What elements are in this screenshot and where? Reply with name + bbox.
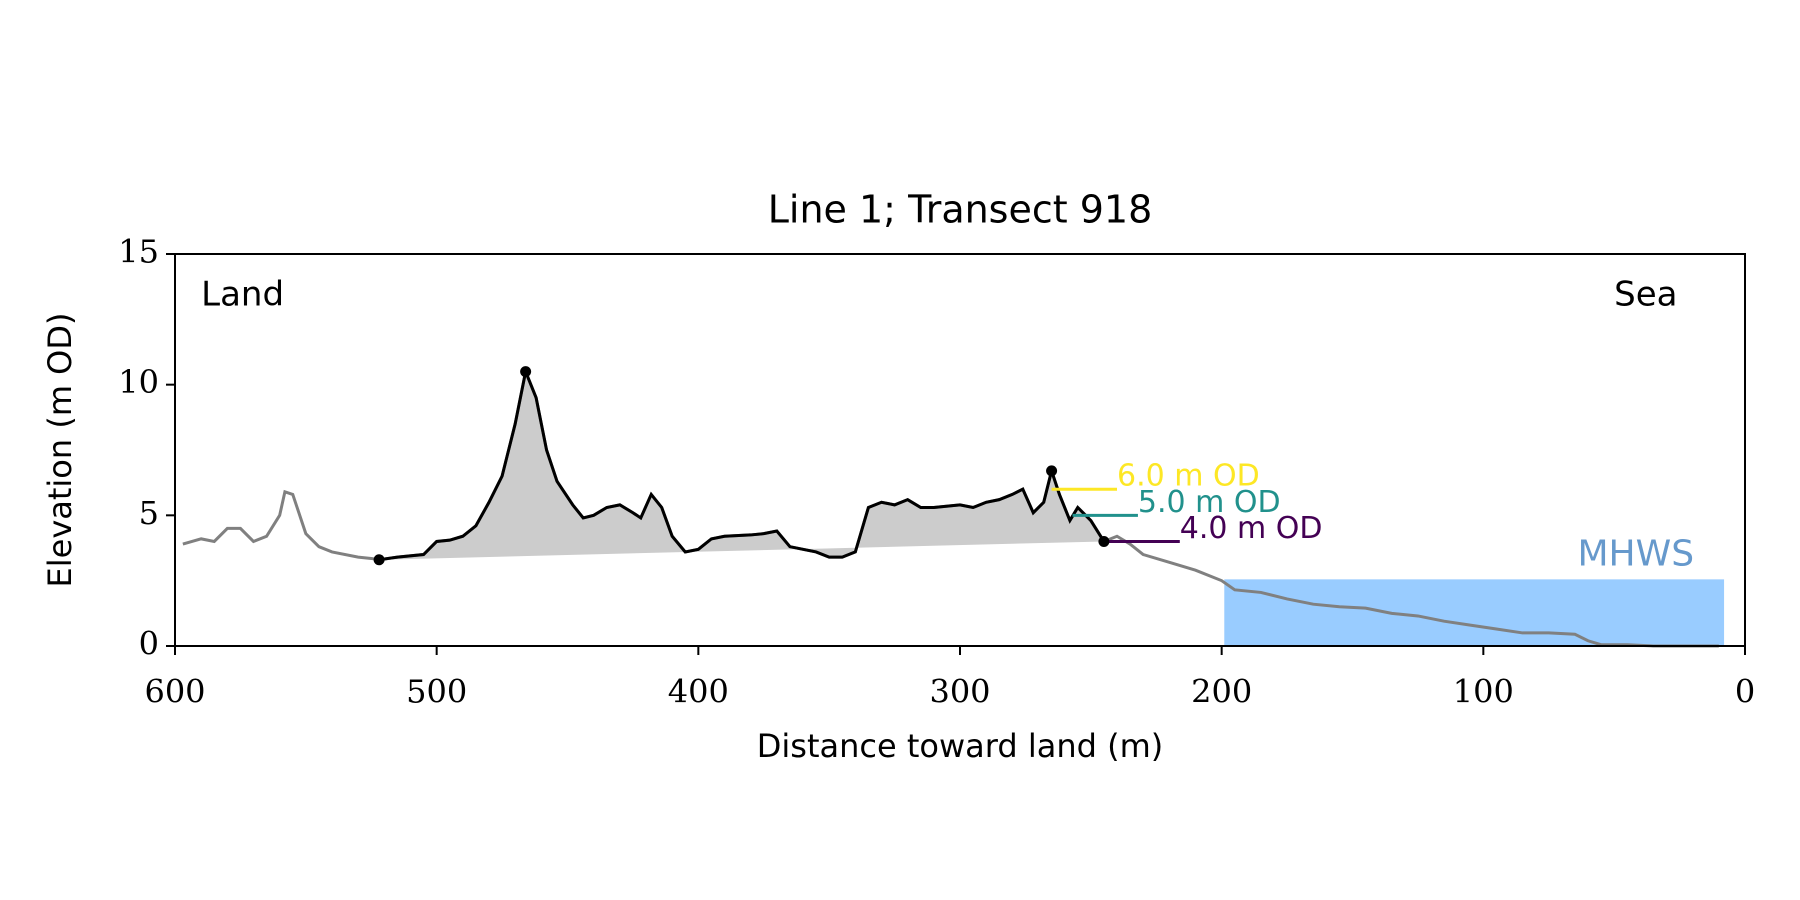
mhws-area [1224, 579, 1725, 646]
annotation: Sea [1614, 274, 1677, 314]
profile-fill [379, 371, 1104, 560]
x-tick-label: 600 [144, 673, 205, 711]
y-axis-label: Elevation (m OD) [41, 313, 79, 588]
x-tick-label: 400 [668, 673, 729, 711]
mhws-label: MHWS [1577, 533, 1694, 574]
x-axis-label: Distance toward land (m) [757, 727, 1163, 765]
crest-point [1098, 535, 1110, 547]
crest-point [520, 366, 532, 378]
x-tick-label: 300 [929, 673, 990, 711]
x-tick-label: 500 [406, 673, 467, 711]
x-tick-label: 100 [1453, 673, 1514, 711]
y-tick-label: 10 [118, 363, 159, 401]
y-tick-label: 0 [139, 625, 159, 663]
profile-line [378, 366, 1106, 562]
level-label: 4.0 m OD [1180, 511, 1323, 546]
level-label: 6.0 m OD [1117, 459, 1260, 494]
level-label: 5.0 m OD [1138, 485, 1281, 520]
x-tick-label: 0 [1735, 673, 1755, 711]
crest-point [373, 554, 385, 566]
x-tick-label: 200 [1191, 673, 1252, 711]
y-tick-label: 5 [139, 494, 159, 532]
crest-point [1046, 465, 1058, 477]
chart-title: Line 1; Transect 918 [768, 188, 1153, 232]
annotation: Land [201, 274, 284, 314]
y-tick-label: 15 [118, 233, 159, 271]
